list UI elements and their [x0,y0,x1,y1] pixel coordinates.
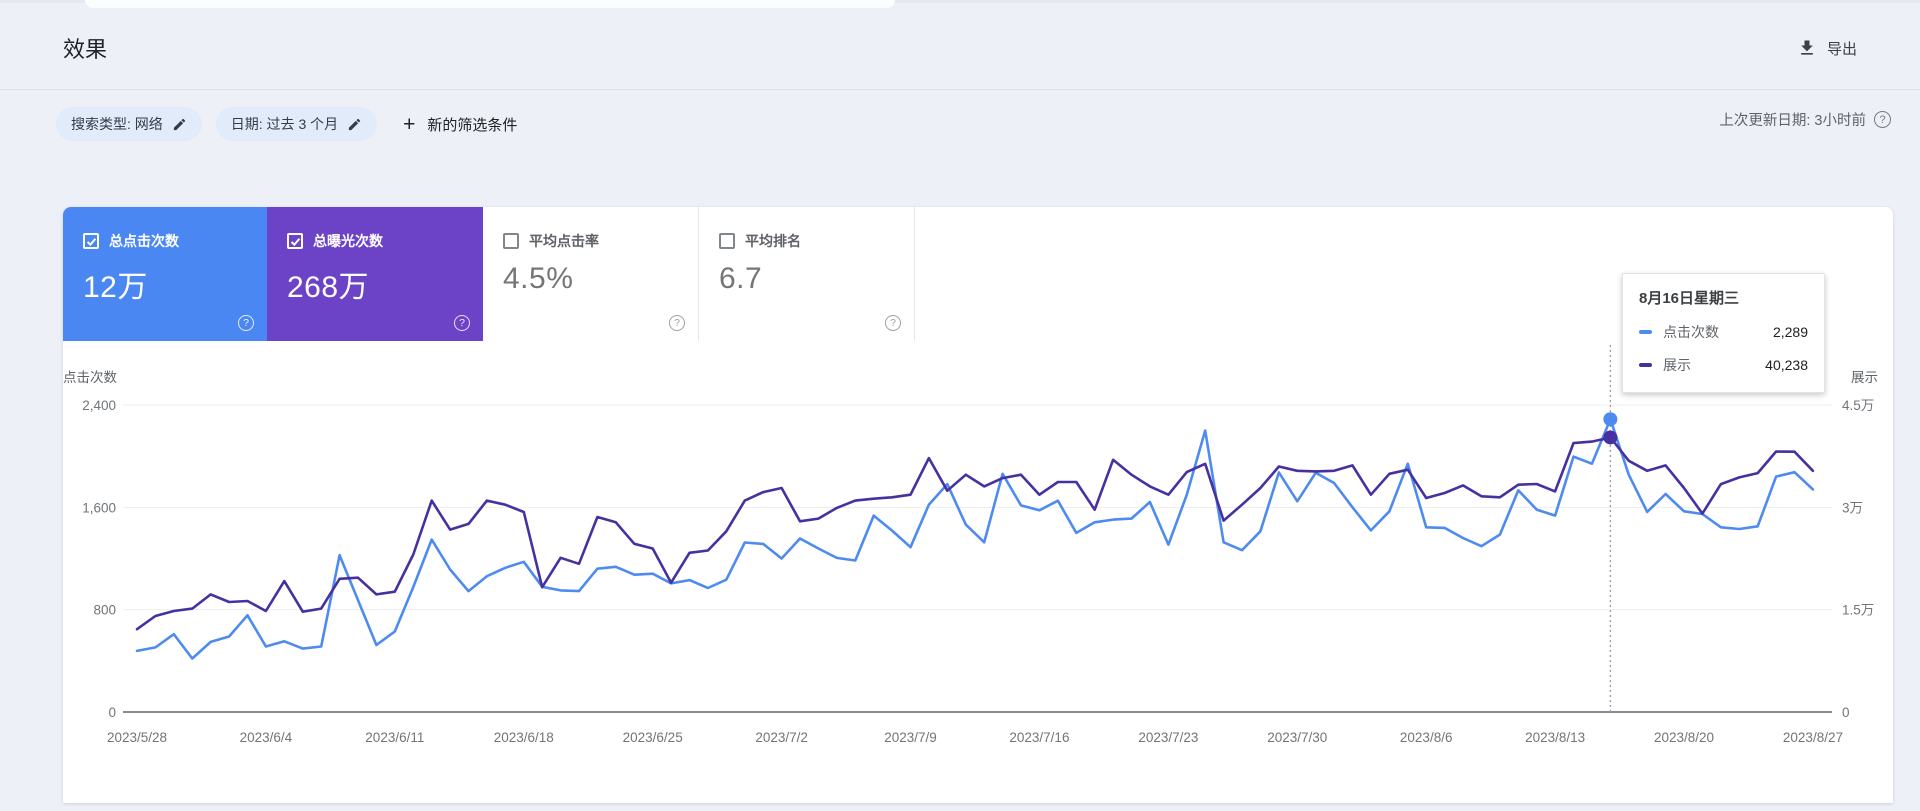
y-axis-left-tick: 800 [93,603,116,618]
metric-value: 268万 [287,271,370,304]
metric-head: 总曝光次数 [287,231,483,251]
selected-point-impressions[interactable] [1603,430,1618,445]
selected-point-clicks[interactable] [1603,412,1618,427]
x-axis-tick: 2023/5/28 [107,730,167,745]
filter-chip-date-range[interactable]: 日期: 过去 3 个月 [215,107,378,141]
header-divider [0,89,1920,90]
x-axis-tick: 2023/6/25 [623,730,683,745]
edit-pencil-icon [173,118,185,130]
y-axis-left-tick: 0 [108,705,116,720]
checkbox-unchecked-icon[interactable] [719,233,735,249]
tooltip-label: 点击次数 [1663,324,1719,340]
y-axis-right-tick: 1.5万 [1842,603,1874,618]
filter-chip-label: 日期: 过去 3 个月 [230,116,339,132]
search-bar-remnant [85,0,895,8]
x-axis-tick: 2023/6/18 [494,730,554,745]
help-icon[interactable]: ? [238,315,254,331]
page-top-hairline [0,0,1920,3]
metric-card-average-position[interactable]: 平均排名 6.7 ? [699,207,915,341]
clicks-swatch-icon [1639,330,1652,334]
tooltip-date: 8月16日星期三 [1639,290,1740,307]
metric-card-total-impressions[interactable]: 总曝光次数 268万 ? [267,207,483,341]
y-axis-right-tick: 0 [1842,705,1850,720]
x-axis-tick: 2023/7/30 [1267,730,1327,745]
last-update-label: 上次更新日期: 3小时前 [1719,113,1866,129]
x-axis-tick: 2023/8/27 [1783,730,1843,745]
chart-tooltip: 8月16日星期三 点击次数 2,289 展示 40,238 [1622,273,1825,393]
tooltip-row-impressions: 展示 40,238 [1639,355,1808,375]
metric-head: 平均点击率 [503,231,698,251]
metric-head: 总点击次数 [83,231,267,251]
y-axis-left-tick: 1,600 [82,500,116,515]
add-filter-label: 新的筛选条件 [427,116,518,134]
x-axis-tick: 2023/8/13 [1525,730,1585,745]
tooltip-row-clicks: 点击次数 2,289 [1639,322,1808,342]
metric-value: 4.5% [503,262,574,295]
metric-label: 平均点击率 [529,233,599,249]
x-axis-tick: 2023/7/2 [755,730,808,745]
page-title: 效果 [63,37,108,62]
checkbox-checked-icon[interactable] [83,233,99,249]
x-axis-tick: 2023/7/16 [1009,730,1069,745]
y-axis-right-tick: 3万 [1842,500,1863,515]
help-icon[interactable]: ? [669,315,685,331]
help-icon[interactable]: ? [454,315,470,331]
metric-label: 总点击次数 [109,233,179,249]
right-axis-title: 展示 [1851,370,1878,385]
tooltip-value: 2,289 [1772,324,1808,340]
export-button[interactable]: 导出 [1797,38,1857,59]
filter-bar: 搜索类型: 网络 日期: 过去 3 个月 + 新的筛选条件 [56,106,517,142]
y-axis-right-tick: 4.5万 [1842,398,1874,413]
left-axis-title: 点击次数 [63,370,117,385]
x-axis-tick: 2023/6/11 [365,730,424,745]
clicks-line [135,417,1815,660]
impressions-swatch-icon [1639,363,1652,367]
tooltip-label: 展示 [1663,357,1691,373]
x-axis-tick: 2023/6/4 [240,730,293,745]
x-axis-tick: 2023/8/6 [1400,730,1453,745]
metric-head: 平均排名 [719,231,914,251]
page-header: 效果 导出 [63,28,1857,68]
edit-pencil-icon [349,118,361,130]
y-axis-left-tick: 2,400 [82,398,116,413]
metric-card-average-ctr[interactable]: 平均点击率 4.5% ? [483,207,699,341]
filter-chip-search-type[interactable]: 搜索类型: 网络 [56,107,202,141]
x-axis-tick: 2023/7/23 [1138,730,1198,745]
metric-value: 6.7 [719,262,763,295]
last-update-info: 上次更新日期: 3小时前 ? [1719,109,1891,130]
filter-chip-label: 搜索类型: 网络 [71,116,163,132]
metric-label: 平均排名 [745,233,801,249]
download-icon [1801,40,1813,55]
checkbox-checked-icon[interactable] [287,233,303,249]
x-axis-tick: 2023/8/20 [1654,730,1714,745]
help-icon[interactable]: ? [1874,111,1891,128]
add-filter-button[interactable]: + 新的筛选条件 [403,114,517,135]
metric-value: 12万 [83,271,148,304]
impressions-line [135,436,1815,631]
metric-cards: 总点击次数 12万 ? 总曝光次数 268万 ? 平均点击率 4.5% ? [63,207,915,341]
x-axis-tick: 2023/7/9 [884,730,937,745]
tooltip-value: 40,238 [1765,357,1808,373]
plus-icon: + [403,112,416,136]
checkbox-unchecked-icon[interactable] [503,233,519,249]
metric-label: 总曝光次数 [313,233,383,249]
metric-card-total-clicks[interactable]: 总点击次数 12万 ? [63,207,267,341]
performance-panel: 总点击次数 12万 ? 总曝光次数 268万 ? 平均点击率 4.5% ? [63,207,1893,803]
help-icon[interactable]: ? [885,315,901,331]
export-label: 导出 [1826,40,1857,58]
